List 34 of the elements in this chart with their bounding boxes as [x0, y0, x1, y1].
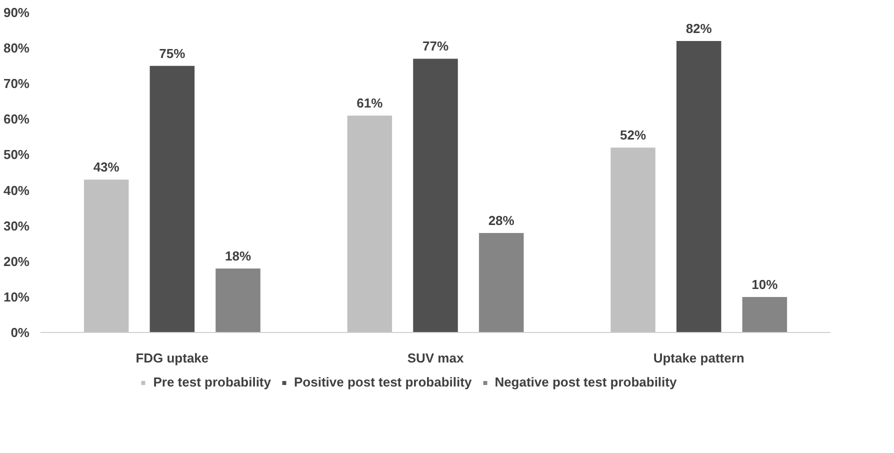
- bar: [216, 268, 260, 332]
- bar: [676, 40, 722, 332]
- bar: [150, 66, 195, 332]
- y-tick-label: 10%: [3, 289, 30, 304]
- legend-label: Positive post test probability: [294, 374, 472, 390]
- bar: [413, 58, 458, 332]
- y-tick-label: 80%: [3, 40, 30, 56]
- data-label: 75%: [159, 46, 186, 61]
- y-tick-label: 60%: [3, 112, 30, 127]
- y-tick-label: 90%: [3, 5, 30, 20]
- legend-label: Negative post test probability: [494, 374, 677, 390]
- bar: [84, 180, 129, 332]
- data-label: 82%: [686, 20, 712, 36]
- y-tick-label: 30%: [3, 218, 30, 234]
- x-tick-label: SUV max: [407, 350, 464, 366]
- data-label: 10%: [752, 276, 778, 292]
- data-label: 61%: [356, 96, 384, 111]
- data-label: 28%: [488, 212, 515, 228]
- bar: [347, 116, 392, 332]
- data-label: 77%: [422, 38, 449, 54]
- x-tick-label: FDG uptake: [136, 350, 209, 366]
- data-label: 43%: [93, 160, 120, 175]
- y-tick-label: 40%: [3, 182, 30, 198]
- legend-label: Pre test probability: [153, 374, 271, 390]
- bar: [478, 232, 524, 332]
- data-label: 52%: [620, 128, 646, 143]
- bar: [742, 296, 788, 332]
- bar: [610, 148, 656, 332]
- y-tick-label: 0%: [10, 325, 30, 340]
- y-tick-label: 50%: [3, 147, 30, 162]
- y-tick-label: 70%: [3, 76, 30, 92]
- y-tick-label: 20%: [3, 254, 30, 269]
- x-tick-label: Uptake pattern: [653, 350, 744, 366]
- data-label: 18%: [224, 248, 252, 264]
